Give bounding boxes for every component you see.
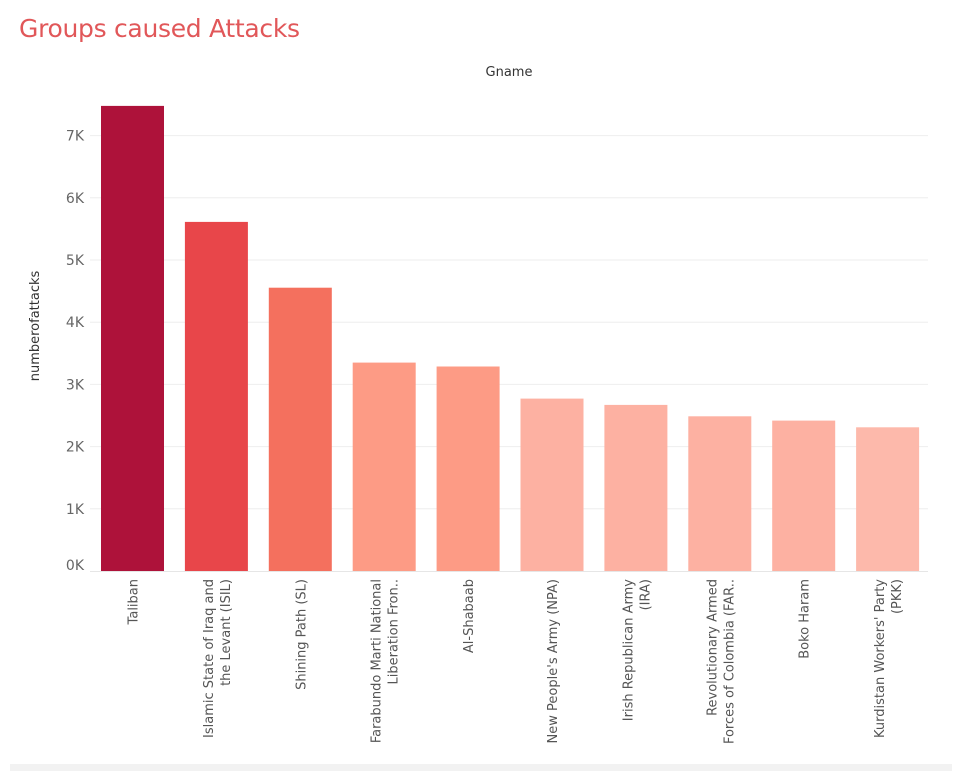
y-tick-label: 7K	[66, 129, 85, 145]
bar[interactable]	[101, 105, 164, 572]
y-tick-label: 1K	[66, 502, 85, 518]
bar[interactable]	[352, 362, 416, 571]
bar[interactable]	[436, 366, 500, 572]
x-tick-label: Farabundo Marti National	[370, 579, 385, 743]
y-tick-label: 0K	[66, 558, 85, 574]
chart-title: Groups caused Attacks	[19, 14, 300, 43]
x-tick-label: Liberation Fron..	[387, 579, 402, 685]
bar[interactable]	[184, 221, 248, 571]
scrollbar-strip	[10, 764, 952, 771]
y-tick-label: 6K	[66, 191, 85, 207]
x-tick-label: Irish Republican Army	[621, 579, 636, 722]
bars	[101, 105, 920, 572]
x-tick-label: Islamic State of Iraq and	[202, 579, 217, 738]
x-tick-label: (PKK)	[890, 579, 905, 614]
x-tick-label: Boko Haram	[798, 579, 813, 659]
y-tick-label: 4K	[66, 315, 85, 331]
x-tick-label: (IRA)	[638, 579, 653, 610]
y-tick-label: 3K	[66, 377, 85, 393]
bar[interactable]	[520, 398, 584, 571]
column-header: Gname	[486, 65, 533, 80]
y-axis-label: numberofattacks	[28, 270, 43, 381]
y-axis: 0K 1K 2K 3K 4K 5K 6K 7K	[66, 129, 85, 574]
x-tick-label: Al-Shabaab	[462, 579, 477, 653]
bar[interactable]	[772, 420, 836, 571]
x-tick-label: Revolutionary Armed	[705, 579, 720, 716]
bar[interactable]	[856, 427, 920, 571]
x-tick-label: the Levant (ISIL)	[219, 579, 234, 686]
x-tick-label: Shining Path (SL)	[294, 579, 309, 690]
bar[interactable]	[688, 416, 752, 571]
x-tick-label: Forces of Colombia (FAR..	[722, 579, 737, 744]
bar[interactable]	[268, 287, 332, 571]
x-tick-label: Taliban	[127, 579, 142, 625]
y-tick-label: 5K	[66, 253, 85, 269]
x-tick-label: New People's Army (NPA)	[546, 579, 561, 743]
y-tick-label: 2K	[66, 440, 85, 456]
x-tick-label: Kurdistan Workers' Party	[873, 579, 888, 738]
bar[interactable]	[604, 404, 668, 571]
x-axis: Taliban Islamic State of Iraq and the Leva…	[127, 579, 906, 744]
